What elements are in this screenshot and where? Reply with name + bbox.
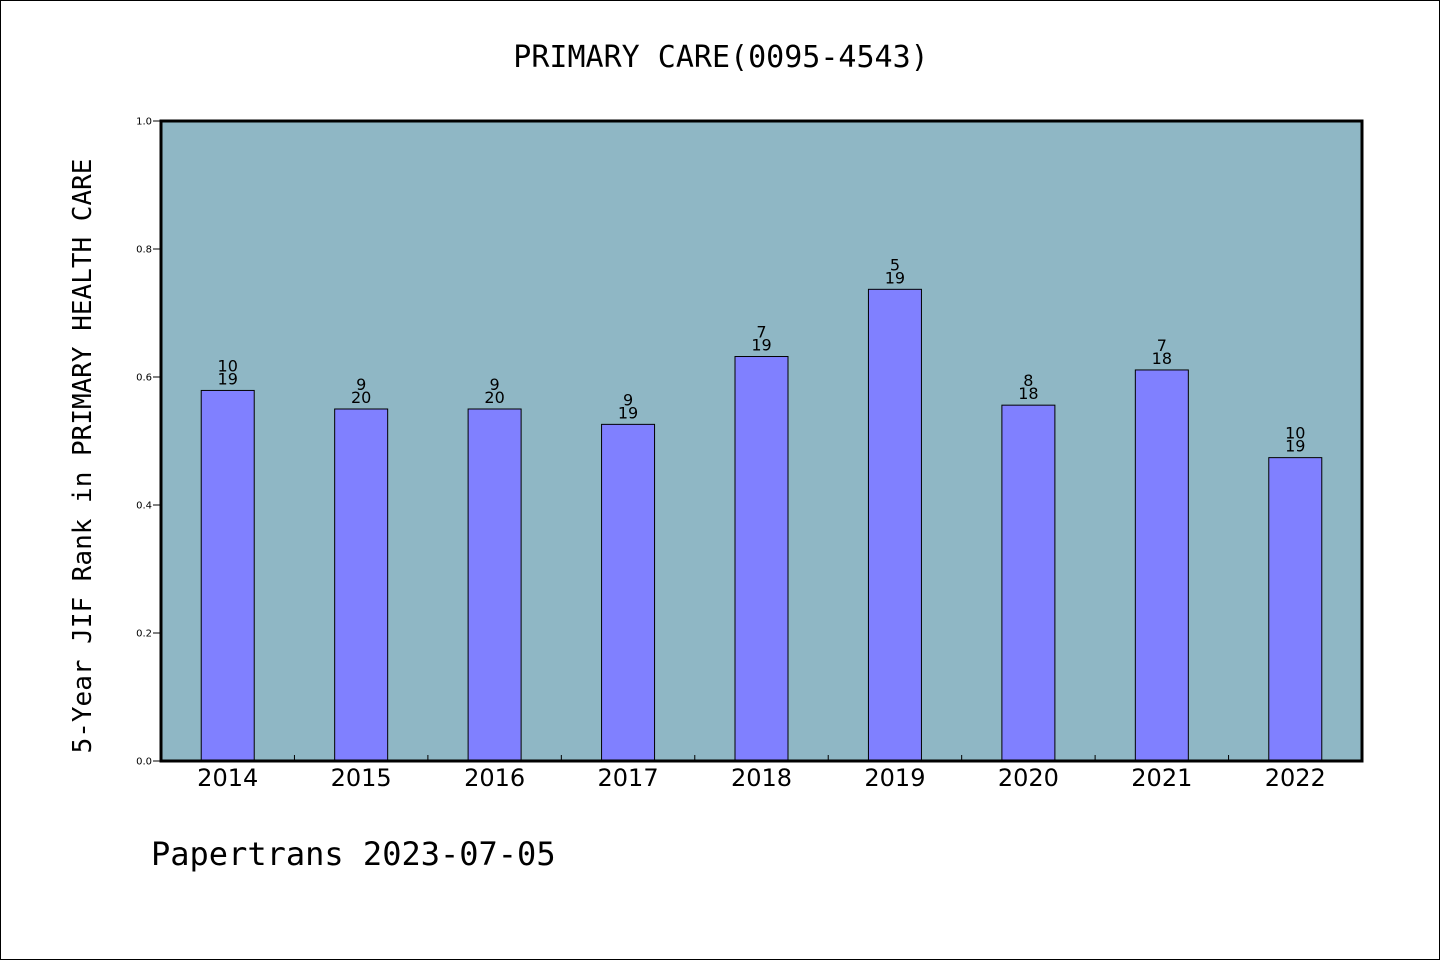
bar-total-label: 19 bbox=[1285, 437, 1305, 456]
bar bbox=[734, 356, 789, 762]
x-tick-label: 2014 bbox=[197, 764, 258, 792]
bar-total-label: 20 bbox=[351, 388, 371, 407]
x-tick-label: 2021 bbox=[1131, 764, 1192, 792]
bar bbox=[867, 288, 922, 762]
bar-total-label: 20 bbox=[484, 388, 504, 407]
bar-rank-label: 7 bbox=[1157, 336, 1167, 355]
plot-border bbox=[159, 119, 1364, 763]
bar bbox=[1001, 404, 1056, 762]
bar-rank-label: 8 bbox=[1023, 371, 1033, 390]
bar-rank-label: 7 bbox=[756, 323, 766, 342]
bar-rank-label: 10 bbox=[1285, 424, 1305, 443]
bar-rank-label: 10 bbox=[218, 356, 238, 375]
bar bbox=[334, 408, 389, 762]
bar bbox=[1268, 457, 1323, 762]
y-tick-label: 0.4 bbox=[136, 501, 152, 512]
x-tick-label: 2020 bbox=[998, 764, 1059, 792]
bar-total-label: 19 bbox=[751, 336, 771, 355]
x-tick-label: 2016 bbox=[464, 764, 525, 792]
bar-rank-label: 9 bbox=[623, 390, 633, 409]
y-tick-label: 1.0 bbox=[136, 117, 152, 128]
bar bbox=[467, 408, 522, 762]
bar-total-label: 19 bbox=[218, 369, 238, 388]
bar bbox=[601, 423, 656, 762]
y-tick-label: 0.8 bbox=[136, 245, 152, 256]
y-axis: 0.0 0.2 0.4 0.6 0.8 1.0 bbox=[136, 117, 161, 768]
x-tick-label: 2018 bbox=[731, 764, 792, 792]
bar-total-label: 18 bbox=[1152, 349, 1172, 368]
bar-rank-label: 9 bbox=[490, 375, 500, 394]
y-tick-label: 0.2 bbox=[136, 629, 152, 640]
x-axis: 2014 2015 2016 2017 2018 2019 2020 2021 2022 bbox=[197, 755, 1326, 792]
x-tick-label: 2015 bbox=[331, 764, 392, 792]
chart-title: PRIMARY CARE(0095-4543) bbox=[513, 40, 928, 75]
bar-rank-label: 5 bbox=[890, 255, 900, 274]
x-tick-label: 2019 bbox=[864, 764, 925, 792]
y-tick-label: 0.0 bbox=[136, 757, 152, 768]
bar-total-label: 18 bbox=[1018, 384, 1038, 403]
bar bbox=[1134, 369, 1189, 762]
bar-total-label: 19 bbox=[885, 268, 905, 287]
bar-total-label: 19 bbox=[618, 403, 638, 422]
bar-rank-label: 9 bbox=[356, 375, 366, 394]
footer-credit: Papertrans 2023-07-05 bbox=[151, 835, 556, 873]
y-tick-label: 0.6 bbox=[136, 373, 152, 384]
x-tick-label: 2017 bbox=[598, 764, 659, 792]
x-tick-label: 2022 bbox=[1265, 764, 1326, 792]
bar bbox=[200, 389, 255, 762]
y-axis-label: 5-Year JIF Rank in PRIMARY HEALTH CARE bbox=[68, 159, 98, 754]
